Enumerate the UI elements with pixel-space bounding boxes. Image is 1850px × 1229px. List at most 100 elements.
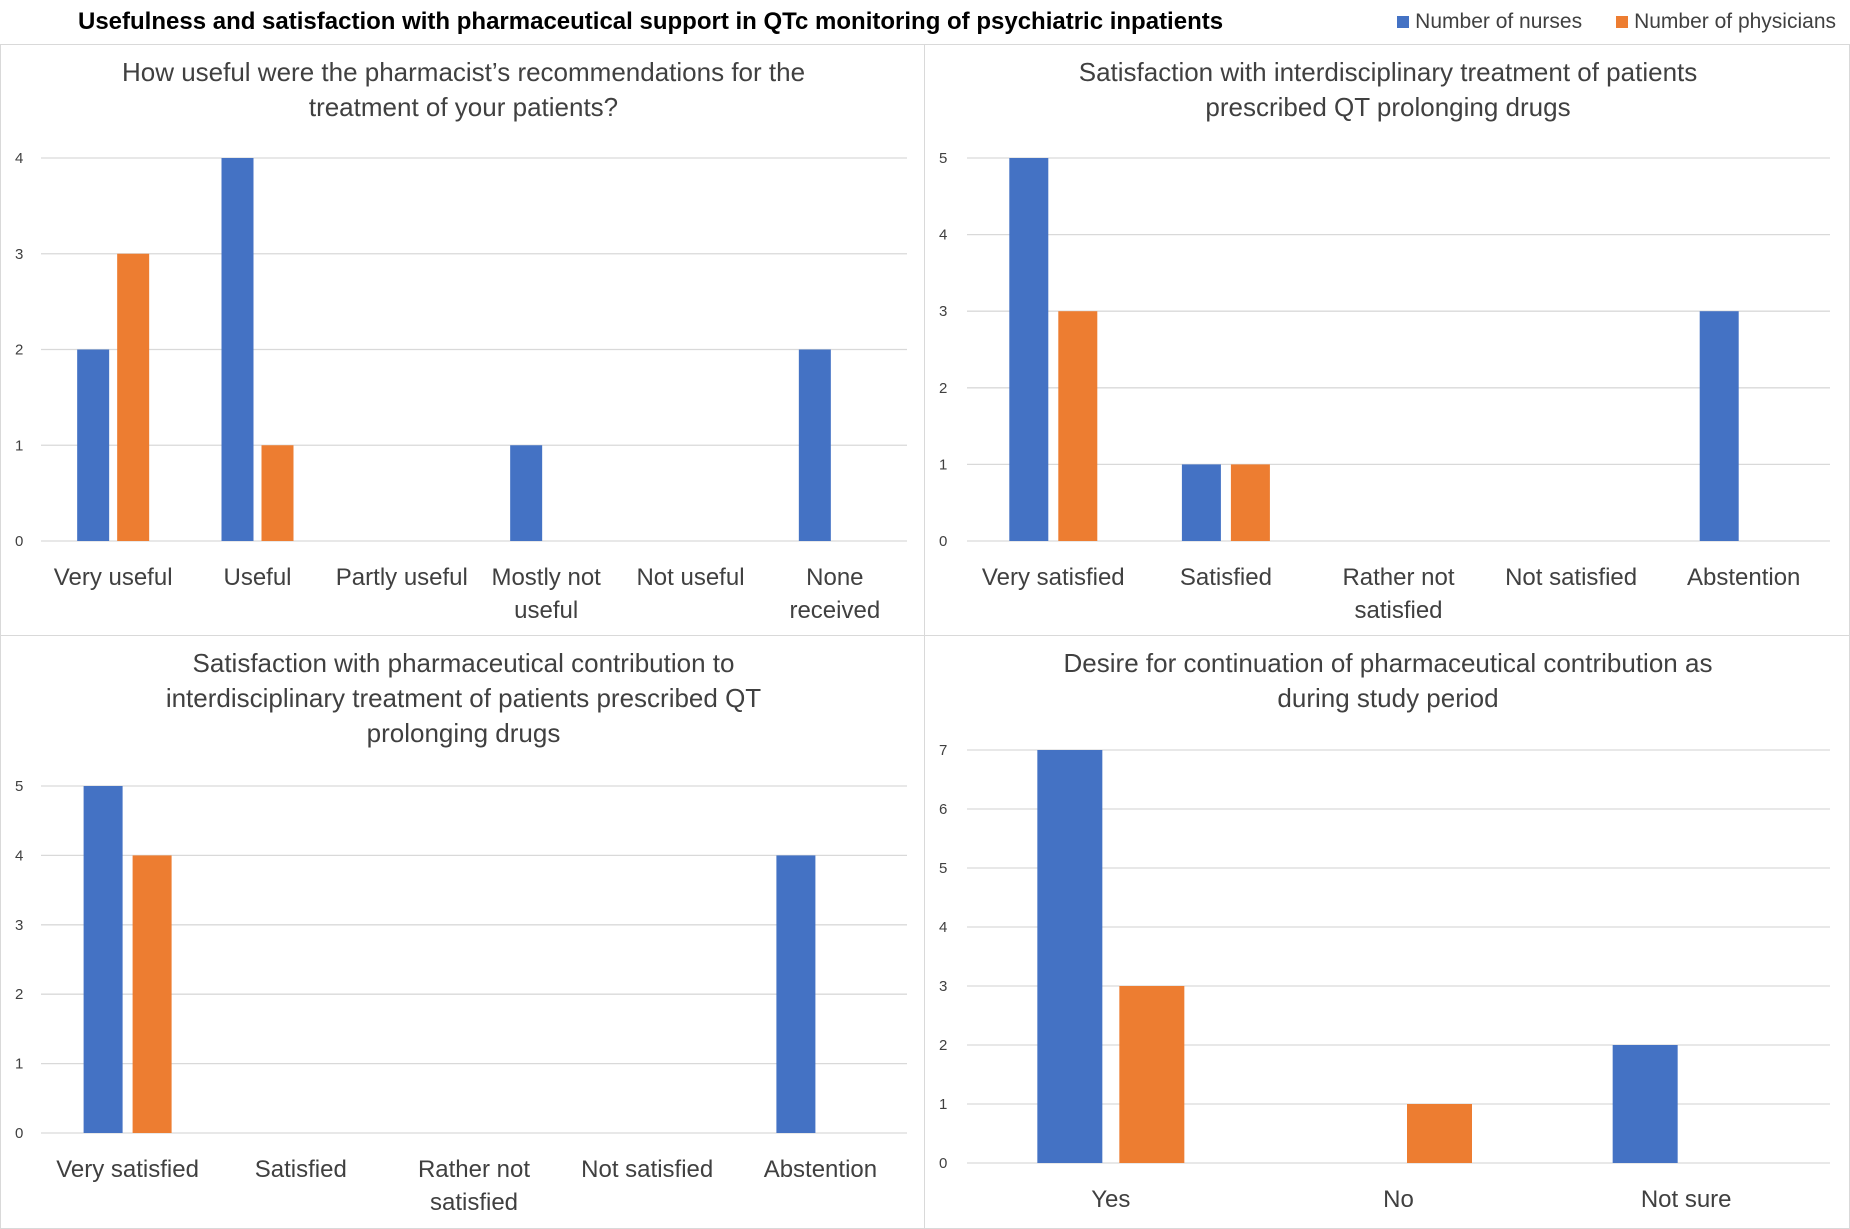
chart-title-line: interdisciplinary treatment of patients … [166,683,761,713]
y-tick-label: 2 [939,1037,947,1054]
y-tick-label: 5 [15,778,23,795]
bar-physicians [117,253,150,541]
x-category-label: Abstention [764,1156,877,1183]
x-category-label-line: Very satisfied [982,564,1125,591]
x-category-label-line: Abstention [764,1156,877,1183]
legend-item-physicians: Number of physicians [1616,10,1836,34]
y-tick-label: 1 [939,1096,947,1113]
y-tick-label: 1 [939,456,947,473]
bar-nurses [83,786,123,1133]
y-tick-label: 3 [939,303,947,320]
x-category-label-line: Satisfied [1180,564,1272,591]
chart-panel-usefulness: How useful were the pharmacist’s recomme… [0,44,925,636]
bar-nurses [1181,464,1221,541]
chart-title-line: Desire for continuation of pharmaceutica… [1064,648,1713,678]
legend-swatch-nurses [1397,16,1410,28]
x-category-label: Very satisfied [982,564,1125,591]
x-category-label-line: received [789,597,880,624]
chart-svg: Desire for continuation of pharmaceutica… [939,648,1830,1213]
bar-physicians [132,855,172,1133]
chart-svg: How useful were the pharmacist’s recomme… [15,57,907,624]
x-category-label-line: useful [514,597,578,624]
x-category-label-line: Abstention [1687,564,1800,591]
y-tick-label: 4 [939,227,947,244]
bar-physicians [1058,311,1098,541]
chart-title-line: Satisfaction with pharmaceutical contrib… [193,648,735,678]
x-category-label: Not sure [1641,1186,1732,1213]
x-category-label: Not satisfied [581,1156,713,1183]
y-tick-label: 3 [15,246,23,263]
x-category-label-line: Rather not [1342,564,1454,591]
y-tick-label: 7 [939,742,947,759]
chart-title-line: How useful were the pharmacist’s recomme… [122,57,805,87]
x-category-label: Rather not satisfied [1342,564,1454,624]
chart-title-line: during study period [1277,683,1498,713]
y-tick-label: 0 [15,533,23,550]
y-tick-label: 0 [939,1155,947,1172]
y-tick-label: 6 [939,801,947,818]
x-category-label-line: Not satisfied [581,1156,713,1183]
chart-svg: Satisfaction with pharmaceutical contrib… [15,648,907,1216]
y-tick-label: 4 [15,847,23,864]
x-category-label: None received [789,564,880,624]
x-category-label: Useful [223,564,291,591]
x-category-label-line: Satisfied [255,1156,347,1183]
bar-physicians [1119,986,1185,1163]
chart-title: Desire for continuation of pharmaceutica… [1064,648,1713,713]
x-category-label: Satisfied [1180,564,1272,591]
x-category-label: Rather not satisfied [418,1156,530,1216]
chart-title-line: prescribed QT prolonging drugs [1205,92,1570,122]
y-tick-label: 3 [15,917,23,934]
y-tick-label: 1 [15,1056,23,1073]
x-category-label-line: satisfied [1354,597,1442,624]
y-tick-label: 5 [939,860,947,877]
x-category-label: Very satisfied [56,1156,199,1183]
y-tick-label: 0 [15,1125,23,1142]
chart-panel-continuation-desire: Desire for continuation of pharmaceutica… [924,635,1850,1229]
bar-physicians [261,445,294,541]
x-category-label: Very useful [54,564,173,591]
x-category-label: No [1383,1186,1414,1213]
bar-nurses [1699,311,1739,541]
y-tick-label: 1 [15,437,23,454]
x-category-label: Partly useful [336,564,468,591]
bar-nurses [510,445,543,541]
chart-title: Satisfaction with pharmaceutical contrib… [166,648,761,748]
legend-label-nurses: Number of nurses [1415,10,1583,33]
y-tick-label: 5 [939,150,947,167]
y-tick-label: 0 [939,533,947,550]
bar-physicians [1407,1104,1472,1163]
legend-swatch-physicians [1616,16,1629,28]
x-category-label: Mostly not useful [491,564,601,624]
bar-nurses [77,349,110,541]
bar-nurses [221,158,254,541]
x-category-label-line: satisfied [430,1189,518,1216]
x-category-label-line: No [1383,1186,1414,1213]
chart-title-line: Satisfaction with interdisciplinary trea… [1079,57,1698,87]
y-tick-label: 2 [15,342,23,359]
bar-nurses [776,855,816,1133]
x-category-label: Not satisfied [1505,564,1637,591]
chart-title: Satisfaction with interdisciplinary trea… [1079,57,1698,122]
x-category-label-line: Not useful [636,564,744,591]
x-category-label-line: Yes [1091,1186,1130,1213]
chart-title-line: treatment of your patients? [309,92,618,122]
x-category-label: Yes [1091,1186,1130,1213]
chart-panel-interdisciplinary-satisfaction: Satisfaction with interdisciplinary trea… [924,44,1850,636]
chart-title-line: prolonging drugs [367,718,561,748]
bar-nurses [1037,750,1103,1163]
y-tick-label: 2 [15,986,23,1003]
y-tick-label: 4 [939,919,947,936]
x-category-label: Abstention [1687,564,1800,591]
x-category-label-line: Partly useful [336,564,468,591]
chart-svg: Satisfaction with interdisciplinary trea… [939,57,1830,624]
x-category-label-line: Not satisfied [1505,564,1637,591]
x-category-label-line: None [806,564,863,591]
x-category-label-line: Very satisfied [56,1156,199,1183]
x-category-label-line: Not sure [1641,1186,1732,1213]
legend-item-nurses: Number of nurses [1397,10,1582,34]
bar-nurses [798,349,831,541]
x-category-label-line: Rather not [418,1156,530,1183]
legend-label-physicians: Number of physicians [1634,10,1836,33]
figure-title: Usefulness and satisfaction with pharmac… [78,8,1224,35]
